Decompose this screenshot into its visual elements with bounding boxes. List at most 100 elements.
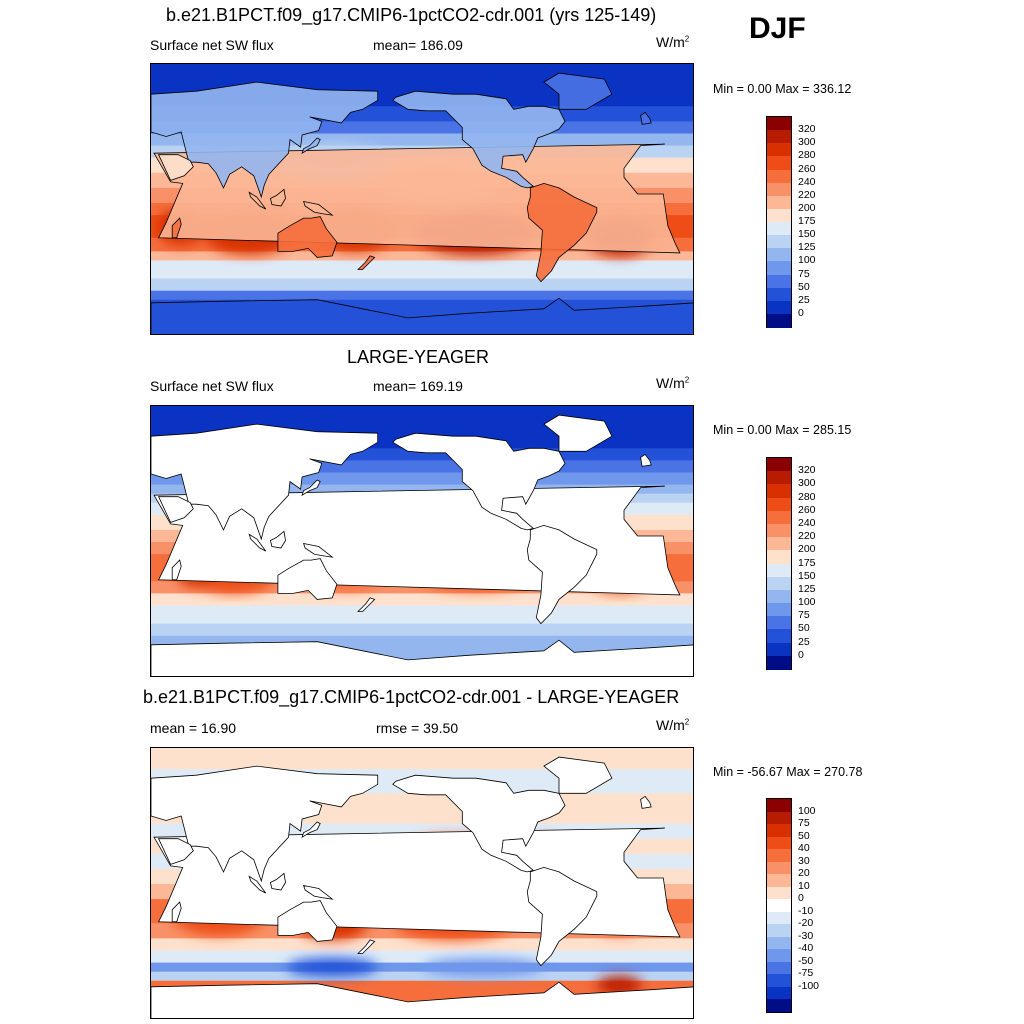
colorbar-tick-label: -20: [798, 917, 814, 930]
colorbar-swatch: [767, 143, 791, 157]
colorbar-swatch: [767, 550, 791, 564]
colorbar-tick-label: 280: [798, 149, 816, 162]
colorbar-tick-label: 25: [798, 293, 810, 306]
colorbar-swatch: [767, 235, 791, 249]
colorbar-tick-label: 320: [798, 464, 816, 477]
colorbar-swatch: [767, 208, 791, 223]
colorbar-swatch: [767, 836, 791, 850]
colorbar-swatch: [767, 313, 791, 328]
colorbar-swatch: [767, 811, 791, 825]
colorbar-swatch: [767, 248, 791, 262]
colorbar-swatch: [767, 287, 791, 302]
colorbar-swatch: [767, 974, 791, 988]
colorbar-tick-label: 75: [798, 817, 810, 830]
colorbar-swatch: [767, 195, 791, 210]
colorbar-swatch: [767, 458, 791, 472]
colorbar-swatch: [767, 886, 791, 900]
colorbar-tick-label: 175: [798, 215, 816, 227]
colorbar-swatch: [767, 510, 791, 525]
colorbar-tick-label: -10: [798, 904, 814, 917]
colorbar-tick-label: 20: [798, 867, 810, 880]
colorbar-swatch: [767, 523, 791, 538]
colorbar-tick-label: 0: [798, 306, 804, 319]
colorbar-tick-label: 320: [798, 123, 816, 136]
panel1-units: W/m2: [656, 34, 690, 50]
colorbar-tick-label: 0: [798, 648, 804, 661]
colorbar-swatch: [767, 156, 791, 170]
colorbar-swatch: [767, 169, 791, 184]
colorbar-tick-label: 260: [798, 162, 816, 175]
colorbar-tick-label: -50: [798, 954, 814, 967]
colorbar-tick-label: 100: [798, 254, 816, 267]
colorbar-swatch: [767, 537, 791, 551]
colorbar-swatch: [767, 300, 791, 315]
colorbar-swatch: [767, 130, 791, 144]
panel1-map: [150, 63, 694, 335]
panel2-minmax: Min = 0.00 Max = 285.15: [713, 423, 852, 437]
panel1-colorbar: [766, 116, 792, 328]
panel2-variable-label: Surface net SW flux: [150, 378, 274, 394]
colorbar-swatch: [767, 936, 791, 950]
panel3-mean-label: mean = 16.90: [150, 720, 237, 736]
colorbar-tick-label: -75: [798, 967, 814, 980]
colorbar-tick-label: 75: [798, 267, 810, 280]
colorbar-tick-label: 50: [798, 280, 810, 293]
colorbar-tick-label: 100: [798, 596, 816, 609]
colorbar-swatch: [767, 222, 791, 236]
panel1-mean-label: mean= 186.09: [373, 37, 463, 53]
panel1-variable-label: Surface net SW flux: [150, 37, 274, 53]
colorbar-tick-label: -30: [798, 929, 814, 942]
colorbar-swatch: [767, 274, 791, 289]
colorbar-swatch: [767, 999, 791, 1013]
colorbar-swatch: [767, 629, 791, 644]
colorbar-swatch: [767, 861, 791, 875]
colorbar-tick-label: 220: [798, 188, 816, 201]
panel3-units: W/m2: [656, 717, 690, 733]
colorbar-swatch: [767, 471, 791, 485]
colorbar-swatch: [767, 899, 791, 913]
colorbar-tick-label: 200: [798, 543, 816, 556]
season-label: DJF: [749, 12, 806, 45]
panel1-title: b.e21.B1PCT.f09_g17.CMIP6-1pctCO2-cdr.00…: [166, 5, 657, 25]
colorbar-tick-label: 175: [798, 556, 816, 569]
colorbar-tick-label: 50: [798, 829, 810, 842]
colorbar-swatch: [767, 949, 791, 963]
colorbar-swatch: [767, 497, 791, 512]
panel1-minmax: Min = 0.00 Max = 336.12: [713, 82, 852, 96]
colorbar-tick-label: 30: [798, 854, 810, 867]
panel3-minmax: Min = -56.67 Max = 270.78: [713, 765, 863, 779]
colorbar-tick-label: -100: [798, 979, 820, 992]
colorbar-swatch: [767, 589, 791, 604]
colorbar-tick-label: 0: [798, 892, 804, 905]
colorbar-swatch: [767, 961, 791, 975]
colorbar-tick-label: 40: [798, 842, 810, 855]
colorbar-swatch: [767, 563, 791, 578]
panel2-title: LARGE-YEAGER: [347, 347, 490, 367]
panel2-mean-label: mean= 169.19: [373, 378, 463, 394]
colorbar-swatch: [767, 924, 791, 938]
panel3-rmse-label: rmse = 39.50: [376, 720, 459, 736]
colorbar-tick-label: 200: [798, 201, 816, 214]
colorbar-swatch: [767, 603, 791, 617]
panel2-units: W/m2: [656, 375, 690, 391]
colorbar-tick-label: 260: [798, 503, 816, 516]
colorbar-tick-label: 240: [798, 175, 816, 188]
colorbar-tick-label: 150: [798, 569, 816, 582]
colorbar-swatch: [767, 655, 791, 670]
colorbar-tick-label: 300: [798, 136, 816, 149]
colorbar-tick-label: 100: [798, 804, 816, 817]
colorbar-tick-label: 280: [798, 490, 816, 503]
colorbar-tick-label: -40: [798, 942, 814, 955]
colorbar-swatch: [767, 799, 791, 813]
colorbar-tick-label: 300: [798, 477, 816, 490]
colorbar-swatch: [767, 642, 791, 657]
colorbar-tick-label: 150: [798, 228, 816, 241]
colorbar-swatch: [767, 484, 791, 499]
colorbar-swatch: [767, 849, 791, 863]
panel2-colorbar: [766, 457, 792, 670]
colorbar-swatch: [767, 911, 791, 925]
colorbar-swatch: [767, 616, 791, 630]
colorbar-tick-label: 25: [798, 635, 810, 648]
colorbar-swatch: [767, 874, 791, 888]
colorbar-swatch: [767, 117, 791, 131]
